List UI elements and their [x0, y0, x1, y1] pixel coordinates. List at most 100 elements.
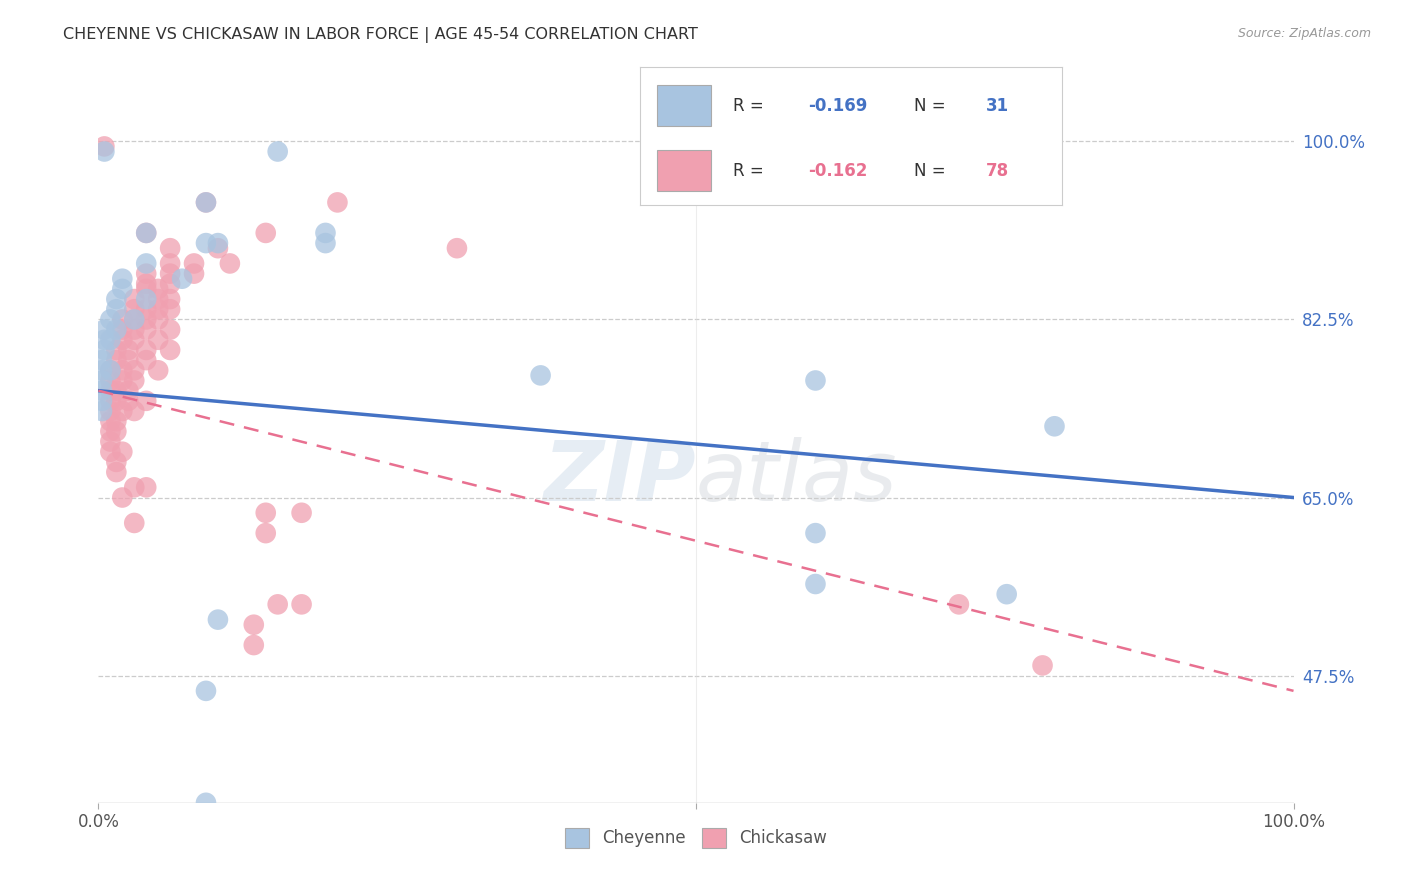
Point [98, 312, 122, 326]
Point [995, 587, 1018, 601]
Point [159, 302, 181, 317]
Point [207, 236, 229, 251]
Point [159, 256, 181, 270]
Point [93, 343, 115, 357]
Point [148, 302, 170, 317]
Point [135, 226, 157, 240]
Point [948, 598, 970, 612]
Point [117, 343, 139, 357]
Point [98, 434, 122, 449]
Point [135, 292, 157, 306]
Point [219, 256, 242, 270]
Point [124, 374, 146, 388]
Point [105, 302, 128, 317]
Point [135, 267, 157, 281]
Point [105, 393, 128, 408]
Point [111, 374, 134, 388]
Point [93, 145, 115, 159]
Point [159, 292, 181, 306]
Text: atlas: atlas [696, 437, 897, 518]
Point [111, 323, 134, 337]
Point [159, 343, 181, 357]
Point [98, 414, 122, 428]
Point [135, 323, 157, 337]
Point [124, 333, 146, 347]
Point [183, 267, 205, 281]
Point [315, 226, 337, 240]
Point [243, 617, 266, 632]
Point [135, 312, 157, 326]
Point [195, 236, 218, 251]
Point [105, 292, 128, 306]
Point [105, 323, 128, 337]
Point [124, 323, 146, 337]
Point [124, 516, 146, 530]
Point [93, 323, 115, 337]
Point [267, 145, 290, 159]
Point [93, 139, 115, 153]
Point [91, 363, 114, 377]
Point [254, 526, 277, 541]
Point [105, 384, 128, 398]
Point [148, 282, 170, 296]
Point [111, 333, 134, 347]
Point [804, 526, 827, 541]
Point [195, 195, 218, 210]
Point [91, 384, 114, 398]
Point [243, 638, 266, 652]
Point [254, 226, 277, 240]
Point [159, 267, 181, 281]
Point [111, 363, 134, 377]
Point [117, 393, 139, 408]
Point [135, 480, 157, 494]
Text: -0.169: -0.169 [808, 96, 868, 114]
Text: -0.162: -0.162 [808, 161, 868, 179]
Point [98, 363, 122, 377]
Text: CHEYENNE VS CHICKASAW IN LABOR FORCE | AGE 45-54 CORRELATION CHART: CHEYENNE VS CHICKASAW IN LABOR FORCE | A… [63, 27, 699, 43]
Point [148, 333, 170, 347]
Point [291, 506, 314, 520]
Point [91, 404, 114, 418]
Point [135, 343, 157, 357]
Point [159, 241, 181, 255]
Point [159, 277, 181, 291]
Point [98, 333, 122, 347]
Point [804, 577, 827, 591]
Point [111, 312, 134, 326]
Point [105, 353, 128, 368]
Point [91, 374, 114, 388]
Text: R =: R = [733, 161, 769, 179]
Point [93, 333, 115, 347]
Point [159, 323, 181, 337]
Point [135, 353, 157, 368]
Point [91, 353, 114, 368]
Text: ZIP: ZIP [543, 437, 696, 518]
Text: 78: 78 [986, 161, 1008, 179]
Point [124, 292, 146, 306]
Point [148, 363, 170, 377]
Point [267, 598, 290, 612]
Point [111, 444, 134, 458]
Point [195, 684, 218, 698]
Point [111, 282, 134, 296]
Point [172, 271, 194, 285]
Point [98, 404, 122, 418]
Point [124, 302, 146, 317]
Point [1032, 658, 1054, 673]
Point [148, 292, 170, 306]
Point [124, 480, 146, 494]
Point [195, 796, 218, 810]
Point [315, 236, 337, 251]
Point [117, 384, 139, 398]
Point [124, 363, 146, 377]
Text: Source: ZipAtlas.com: Source: ZipAtlas.com [1237, 27, 1371, 40]
Text: 31: 31 [986, 96, 1008, 114]
Point [1043, 419, 1066, 434]
Point [135, 226, 157, 240]
Point [105, 425, 128, 439]
Point [105, 414, 128, 428]
Point [135, 277, 157, 291]
FancyBboxPatch shape [657, 85, 711, 127]
Point [98, 363, 122, 377]
Point [135, 302, 157, 317]
